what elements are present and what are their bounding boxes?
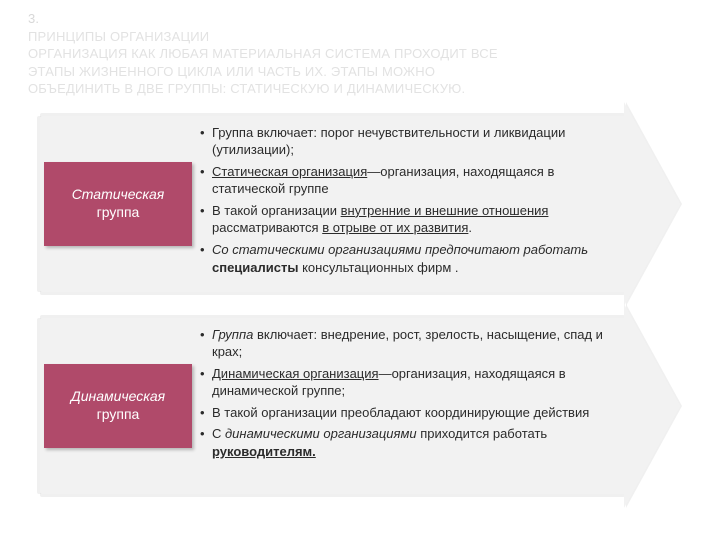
title-line-1: ПРИНЦИПЫ ОРГАНИЗАЦИИ: [28, 28, 692, 46]
panel-label-line2: группа: [97, 204, 140, 222]
bullet-item: Группа включает: порог нечувствительност…: [200, 124, 624, 159]
bullet-text: Группа: [212, 327, 253, 342]
bullet-text: рассматриваются: [212, 220, 322, 235]
bullet-text: динамическими организациями: [225, 426, 417, 441]
title-number: 3.: [28, 11, 39, 26]
bullet-item: Со статическими организациями предпочита…: [200, 241, 624, 276]
panel-dynamic: Динамическая группа Группа включает: вне…: [40, 318, 680, 494]
panel-content: Группа включает: порог нечувствительност…: [200, 124, 630, 280]
panel-label-line2: группа: [97, 406, 140, 424]
bullet-text: В такой организации: [212, 203, 341, 218]
panel-label-line1: Динамическая: [71, 388, 165, 406]
bullet-text: Статическая организация: [212, 164, 367, 179]
bullet-text: С: [212, 426, 225, 441]
title-line-3: ЭТАПЫ ЖИЗНЕННОГО ЦИКЛА ИЛИ ЧАСТЬ ИХ. ЭТА…: [28, 63, 692, 81]
bullet-item: Статическая организация—организация, нах…: [200, 163, 624, 198]
title-line-2: ОРГАНИЗАЦИЯ КАК ЛЮБАЯ МАТЕРИАЛЬНАЯ СИСТЕ…: [28, 45, 692, 63]
bullet-text: Группа включает: порог нечувствительност…: [212, 125, 565, 158]
panel-label: Статическая группа: [44, 162, 192, 246]
bullet-item: В такой организации преобладают координи…: [200, 404, 624, 422]
bullet-text: внутренние и внешние отношения: [341, 203, 549, 218]
bullet-text: .: [468, 220, 472, 235]
bullet-text: Динамическая организация: [212, 366, 379, 381]
arrow-head-icon: [624, 102, 680, 306]
panel-label: Динамическая группа: [44, 364, 192, 448]
slide-title: 3. ПРИНЦИПЫ ОРГАНИЗАЦИИ ОРГАНИЗАЦИЯ КАК …: [0, 0, 720, 98]
bullet-text: В такой организации преобладают координи…: [212, 405, 589, 420]
bullet-text: в отрыве от их развития: [322, 220, 468, 235]
bullet-item: Динамическая организация—организация, на…: [200, 365, 624, 400]
bullet-text: специалисты: [212, 260, 298, 275]
arrow-head-icon: [624, 304, 680, 508]
bullet-text: руководителям.: [212, 444, 316, 459]
bullet-item: С динамическими организациями приходится…: [200, 425, 624, 460]
panel-static: Статическая группа Группа включает: поро…: [40, 116, 680, 292]
bullet-text: Со статическими организациями предпочита…: [212, 242, 588, 257]
bullet-text: приходится работать: [417, 426, 548, 441]
bullet-text: консультационных фирм .: [298, 260, 458, 275]
bullet-text: включает: внедрение, рост, зрелость, нас…: [212, 327, 603, 360]
panel-label-line1: Статическая: [72, 186, 165, 204]
bullet-item: Группа включает: внедрение, рост, зрелос…: [200, 326, 624, 361]
title-line-4: ОБЪЕДИНИТЬ В ДВЕ ГРУППЫ: СТАТИЧЕСКУЮ И Д…: [28, 80, 692, 98]
panel-content: Группа включает: внедрение, рост, зрелос…: [200, 326, 630, 465]
bullet-item: В такой организации внутренние и внешние…: [200, 202, 624, 237]
